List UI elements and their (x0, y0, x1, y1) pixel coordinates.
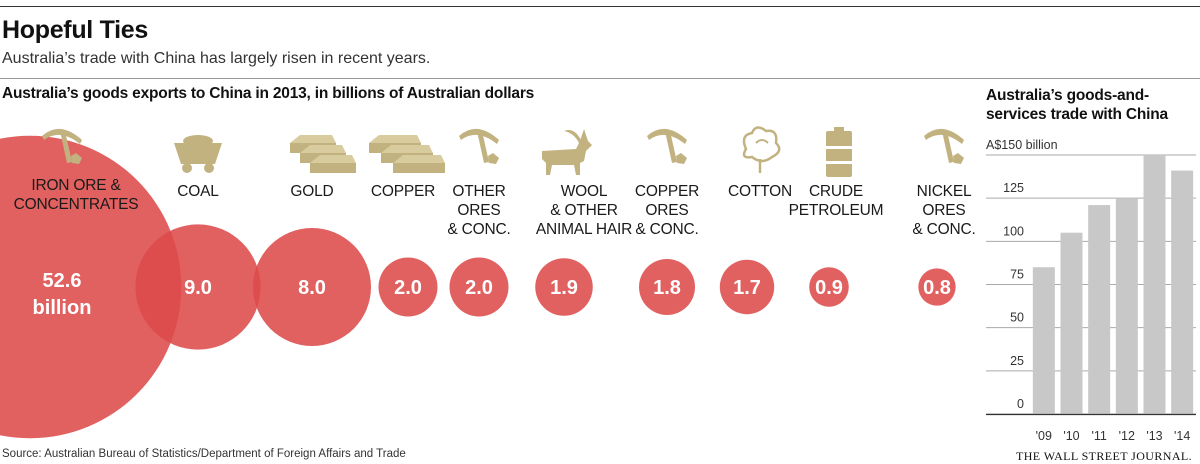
bubble-2 (253, 228, 371, 346)
y-tick-label: 0 (1017, 397, 1024, 411)
goat-icon (542, 129, 592, 175)
coal-cart-icon (174, 135, 222, 173)
bar-'14 (1171, 170, 1194, 414)
bubble-category-label: WOOL & OTHER ANIMAL HAIR (536, 183, 632, 238)
bubble-value-label: 8.0 (298, 277, 326, 299)
bubble-category-label: NICKEL ORES & CONC. (912, 183, 975, 238)
bubble-3 (378, 257, 438, 317)
publisher-credit: THE WALL STREET JOURNAL. (1016, 449, 1193, 463)
cotton-icon (742, 126, 781, 173)
section-rule (0, 78, 1200, 79)
x-tick-label: '12 (1119, 429, 1135, 443)
x-tick-label: '13 (1146, 429, 1162, 443)
bubble-4 (449, 257, 509, 317)
pickaxe-icon (42, 128, 82, 164)
x-tick-label: '10 (1063, 429, 1079, 443)
bubble-value-label: 1.9 (550, 277, 578, 299)
bubble-value-label: 0.8 (923, 277, 951, 299)
copper-bars-icon (369, 135, 445, 173)
bar-chart-title: Australia’s goods-and-services trade wit… (986, 87, 1168, 123)
bubble-category-label: COPPER ORES & CONC. (635, 183, 699, 238)
y-tick-label: 75 (1010, 268, 1024, 282)
bar-'11 (1088, 205, 1111, 414)
y-tick-label: 100 (1003, 224, 1024, 238)
bubble-value-label: 1.7 (733, 277, 761, 299)
page-subtitle: Australia’s trade with China has largely… (2, 50, 431, 67)
pickaxe-icon (647, 128, 687, 164)
bubble-category-label: CRUDE PETROLEUM (789, 183, 884, 219)
bubble-category-label: OTHER ORES & CONC. (447, 183, 510, 238)
bubble-value-label: 52.6 billion (33, 270, 92, 319)
x-tick-label: '14 (1174, 429, 1190, 443)
x-tick-label: '11 (1091, 429, 1106, 443)
bubble-value-label: 1.8 (653, 277, 681, 299)
page-title: Hopeful Ties (2, 16, 148, 44)
pickaxe-icon (459, 128, 499, 164)
bubble-category-label: GOLD (290, 183, 333, 200)
bubble-value-label: 0.9 (815, 277, 843, 299)
bar-'12 (1115, 198, 1138, 414)
bubble-value-label: 2.0 (465, 277, 493, 299)
bubble-9 (918, 268, 956, 306)
bubble-category-label: IRON ORE & CONCENTRATES (14, 177, 139, 213)
bar-'10 (1060, 232, 1083, 414)
bubble-8 (809, 267, 849, 307)
bar-'13 (1143, 155, 1166, 414)
bubble-category-label: COPPER (371, 183, 435, 200)
bubble-category-label: COTTON (728, 183, 792, 200)
y-tick-label: 25 (1010, 354, 1024, 368)
bubble-0 (0, 135, 182, 439)
bubble-chart-title: Australia’s goods exports to China in 20… (2, 85, 535, 102)
bubble-7 (719, 259, 775, 315)
bubble-value-label: 9.0 (184, 277, 212, 299)
bubble-5 (535, 258, 593, 316)
x-tick-label: '09 (1036, 429, 1052, 443)
pickaxe-icon (924, 128, 964, 164)
y-tick-label: 50 (1010, 311, 1024, 325)
top-rule (0, 6, 1200, 7)
y-tick-label: 125 (1003, 181, 1024, 195)
bubble-value-label: 2.0 (394, 277, 422, 299)
y-tick-label: A$150 billion (986, 138, 1058, 152)
bubble-6 (639, 259, 695, 315)
bubble-1 (135, 224, 261, 350)
gold-bars-icon (290, 135, 356, 173)
source-note: Source: Australian Bureau of Statistics/… (2, 448, 406, 460)
oil-barrel-icon (826, 127, 852, 177)
bar-'09 (1032, 267, 1055, 414)
bubble-category-label: COAL (177, 183, 219, 200)
